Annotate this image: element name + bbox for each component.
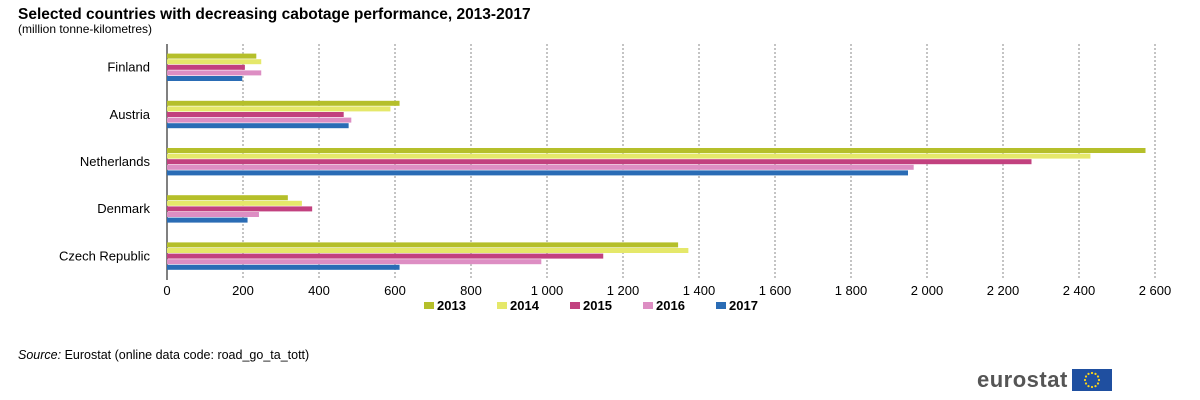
x-tick-label: 1 400 <box>683 283 716 298</box>
bar <box>167 164 914 170</box>
x-tick-label: 600 <box>384 283 406 298</box>
x-tick-label: 1 800 <box>835 283 868 298</box>
bar <box>167 59 262 65</box>
bar <box>167 206 313 212</box>
bar <box>167 259 542 265</box>
legend-swatch <box>643 302 653 309</box>
x-tick-label: 1 200 <box>607 283 640 298</box>
x-tick-label: 2 600 <box>1139 283 1172 298</box>
legend-swatch <box>716 302 726 309</box>
source-text: Eurostat (online data code: road_go_ta_t… <box>61 348 310 362</box>
bar-chart: 0 200 400 600 800 1 000 1 200 1 400 1 600 1 800 2 … <box>59 44 1172 313</box>
x-tick-label: 200 <box>232 283 254 298</box>
bar <box>167 100 400 106</box>
category-label: Czech Republic <box>59 248 151 263</box>
category-label: Netherlands <box>80 154 151 169</box>
category-label: Finland <box>107 60 150 75</box>
x-tick-label: 800 <box>460 283 482 298</box>
eu-flag-icon <box>1071 369 1112 391</box>
bar <box>167 117 352 123</box>
source-note: Source: Eurostat (online data code: road… <box>18 348 309 362</box>
bar <box>167 148 1146 153</box>
eurostat-logo: eurostat <box>977 367 1112 392</box>
legend-label: 2015 <box>583 298 612 313</box>
bar <box>167 264 400 270</box>
bar <box>167 200 302 206</box>
bar <box>167 212 259 217</box>
x-tick-label: 0 <box>163 283 170 298</box>
x-tick-label: 400 <box>308 283 330 298</box>
bar <box>167 53 257 59</box>
legend-label: 2013 <box>437 298 466 313</box>
bar <box>167 76 243 81</box>
bar <box>167 217 248 223</box>
bar <box>167 123 349 129</box>
legend-label: 2017 <box>729 298 758 313</box>
x-tick-label: 2 200 <box>987 283 1020 298</box>
x-tick-label: 2 400 <box>1063 283 1096 298</box>
bar <box>167 248 689 253</box>
x-tick-label: 1 000 <box>531 283 564 298</box>
legend-label: 2014 <box>510 298 540 313</box>
chart-subtitle: (million tonne-kilometres) <box>18 22 153 36</box>
bar <box>167 159 1032 165</box>
legend-swatch <box>497 302 507 309</box>
bar <box>167 170 908 176</box>
category-label: Austria <box>110 107 151 122</box>
bar <box>167 195 288 201</box>
bar <box>167 242 679 248</box>
bar <box>167 64 245 70</box>
bar <box>167 106 391 112</box>
logo-text: eurostat <box>977 367 1068 392</box>
bar <box>167 112 344 117</box>
x-tick-label: 1 600 <box>759 283 792 298</box>
x-tick-label: 2 000 <box>911 283 944 298</box>
legend-label: 2016 <box>656 298 685 313</box>
bar <box>167 253 604 259</box>
bar <box>167 153 1091 159</box>
legend-swatch <box>570 302 580 309</box>
bar <box>167 70 262 76</box>
chart-title: Selected countries with decreasing cabot… <box>18 6 531 23</box>
category-label: Denmark <box>97 201 150 216</box>
legend-swatch <box>424 302 434 309</box>
source-label: Source: <box>18 348 62 362</box>
